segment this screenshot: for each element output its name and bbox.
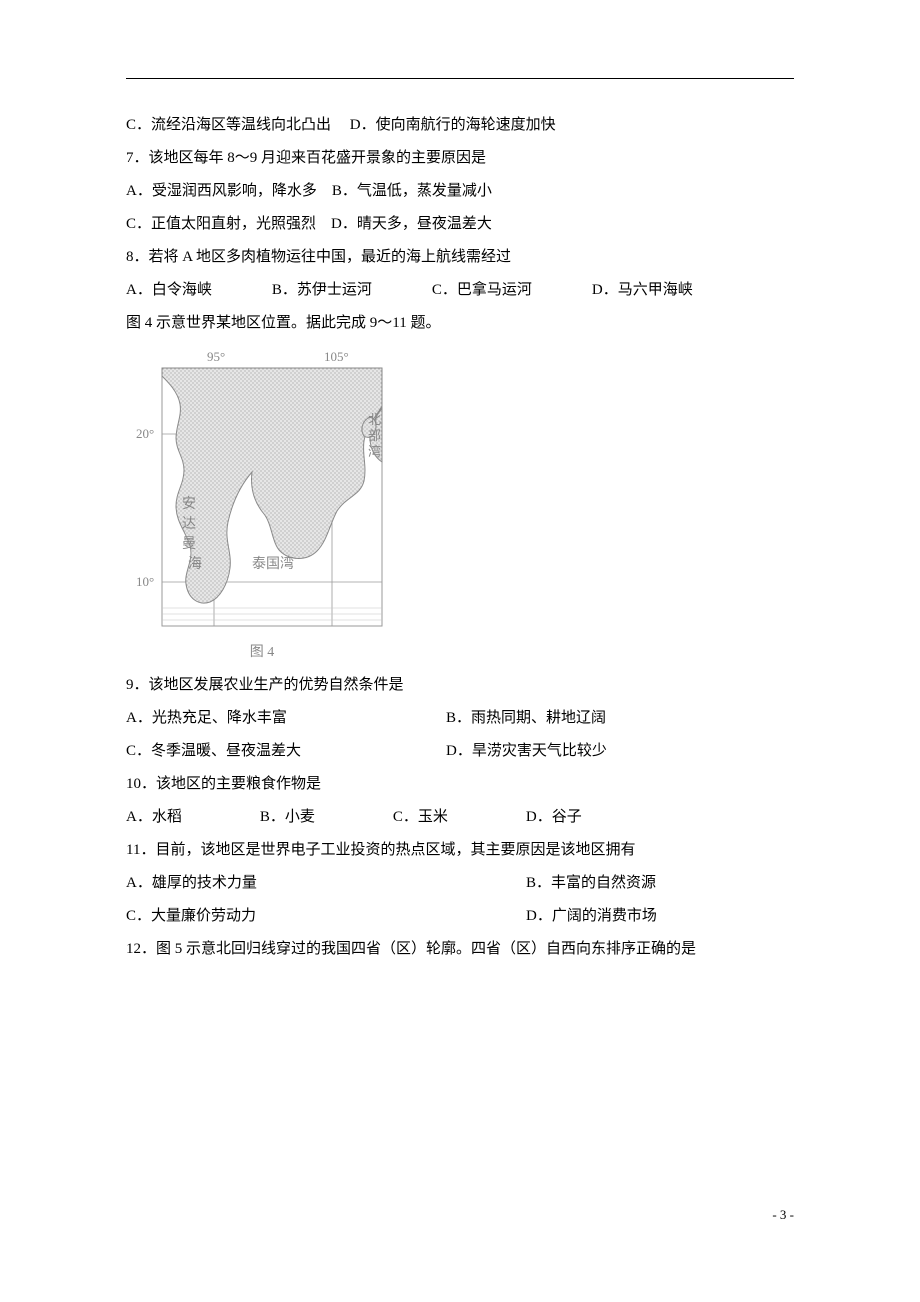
page-number: - 3 - [772,1201,794,1230]
q9-stem: 9．该地区发展农业生产的优势自然条件是 [126,669,794,702]
q9-opts-ab: A．光热充足、降水丰富 B．雨热同期、耕地辽阔 [126,702,794,735]
q8-stem: 8．若将 A 地区多肉植物运往中国，最近的海上航线需经过 [126,241,794,274]
beibu-1: 北 [368,412,381,427]
thai-gulf-label: 泰国湾 [252,555,294,572]
fig4-intro: 图 4 示意世界某地区位置。据此完成 9～11 题。 [126,307,794,340]
q11-opt-b: B．丰富的自然资源 [526,867,786,900]
q10-stem: 10．该地区的主要粮食作物是 [126,768,794,801]
figure-4: 95° 105° 20° 10° 安 [132,346,794,669]
q11-opt-c: C．大量廉价劳动力 [126,900,386,933]
q11-opts-ab: A．雄厚的技术力量 B．丰富的自然资源 [126,867,794,900]
top-rule [126,78,794,79]
lon-95-label: 95° [207,349,225,364]
andaman-2: 达 [182,516,196,532]
lat-10-label: 10° [136,574,154,589]
q9-opt-a: A．光热充足、降水丰富 [126,702,386,735]
q10-opt-c: C．玉米 [393,801,448,834]
fig4-caption: 图 4 [132,638,392,669]
q10-opt-b: B．小麦 [260,801,315,834]
beibu-2: 部 [368,428,381,443]
q9-opt-b: B．雨热同期、耕地辽阔 [446,702,706,735]
beibu-3: 湾 [368,444,381,459]
andaman-4: 海 [188,556,202,572]
q8-opt-d: D．马六甲海峡 [592,274,693,307]
q6-opt-d: D．使向南航行的海轮速度加快 [350,117,556,133]
q7-stem: 7．该地区每年 8～9 月迎来百花盛开景象的主要原因是 [126,142,794,175]
q10-opts: A．水稻 B．小麦 C．玉米 D．谷子 [126,801,794,834]
q7-opts-ab: A．受湿润西风影响，降水多 B．气温低，蒸发量减小 [126,175,794,208]
lat-20-label: 20° [136,426,154,441]
q11-opt-d: D．广阔的消费市场 [526,900,786,933]
andaman-1: 安 [182,496,196,512]
q8-opts: A．白令海峡 B．苏伊士运河 C．巴拿马运河 D．马六甲海峡 [126,274,794,307]
q7-opt-b: B．气温低，蒸发量减小 [332,183,492,199]
q8-opt-c: C．巴拿马运河 [432,274,532,307]
q7-opts-cd: C．正值太阳直射，光照强烈 D．晴天多，昼夜温差大 [126,208,794,241]
q7-opt-d: D．晴天多，昼夜温差大 [331,216,492,232]
q8-opt-b: B．苏伊士运河 [272,274,372,307]
q11-stem: 11．目前，该地区是世界电子工业投资的热点区域，其主要原因是该地区拥有 [126,834,794,867]
sea-lines [162,608,382,620]
q6-opt-c: C．流经沿海区等温线向北凸出 [126,117,331,133]
q9-opt-c: C．冬季温暖、昼夜温差大 [126,735,386,768]
q7-opt-c: C．正值太阳直射，光照强烈 [126,216,316,232]
q10-opt-d: D．谷子 [526,801,582,834]
lon-105-label: 105° [324,349,349,364]
q10-opt-a: A．水稻 [126,801,182,834]
q12-stem: 12．图 5 示意北回归线穿过的我国四省（区）轮廓。四省（区）自西向东排序正确的… [126,933,794,966]
q6-options-cd: C．流经沿海区等温线向北凸出 D．使向南航行的海轮速度加快 [126,109,794,142]
q9-opt-d: D．旱涝灾害天气比较少 [446,735,706,768]
q9-opts-cd: C．冬季温暖、昼夜温差大 D．旱涝灾害天气比较少 [126,735,794,768]
andaman-3: 曼 [182,537,196,552]
q8-opt-a: A．白令海峡 [126,274,212,307]
q7-opt-a: A．受湿润西风影响，降水多 [126,183,317,199]
q11-opt-a: A．雄厚的技术力量 [126,867,386,900]
map-svg: 95° 105° 20° 10° 安 [132,346,392,636]
q11-opts-cd: C．大量廉价劳动力 D．广阔的消费市场 [126,900,794,933]
